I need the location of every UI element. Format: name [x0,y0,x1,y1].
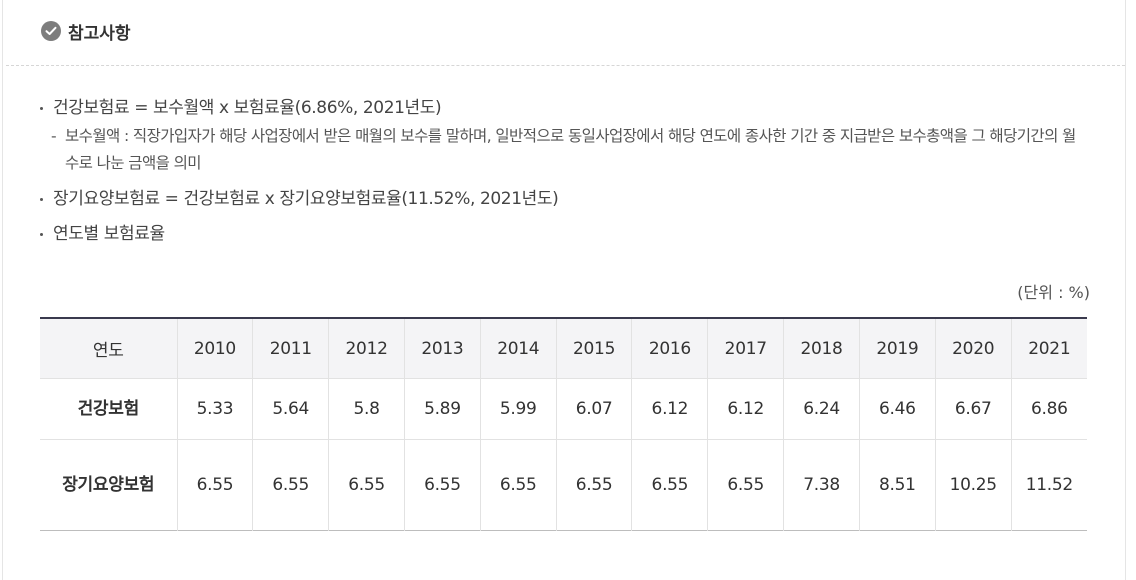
rate-cell: 10.25 [934,439,1012,531]
rate-cell: 8.51 [858,439,936,531]
year-cell: 2019 [858,318,936,379]
rate-cell: 6.55 [403,439,481,531]
rate-cell: 6.55 [707,439,784,531]
rate-cell: 5.33 [176,378,253,440]
row-label-health: 건강보험 [40,378,177,440]
year-cell: 2012 [328,318,405,379]
table-row: 장기요양보험 6.55 6.55 6.55 6.55 6.55 6.55 6.5… [40,439,1087,531]
rate-table: 연도 2010 2011 2012 2013 2014 2015 2016 20… [40,317,1087,531]
table-header-row: 연도 2010 2011 2012 2013 2014 2015 2016 20… [40,318,1087,379]
note-ltc-premium: 장기요양보험료 = 건강보험료 x 장기요양보험료율(11.52%, 2021년… [39,186,1089,212]
rate-cell: 11.52 [1010,439,1087,531]
sub-dash: - [51,127,57,145]
rate-cell: 6.55 [176,439,253,531]
rate-cell: 6.55 [555,439,632,531]
year-cell: 2020 [934,318,1012,379]
rate-cell: 6.24 [783,378,860,440]
unit-label: (단위 : %) [1017,283,1090,302]
rate-cell: 6.12 [707,378,784,440]
rate-cell: 6.86 [1010,378,1087,440]
notes-list: 건강보험료 = 보수월액 x 보험료율(6.86%, 2021년도) - 보수월… [39,95,1089,247]
note-yearly-rates: 연도별 보험료율 [39,221,1089,247]
year-cell: 2021 [1010,318,1087,379]
divider [6,65,1125,66]
rate-cell: 6.46 [858,378,936,440]
year-cell: 2017 [707,318,784,379]
rate-cell: 5.8 [328,378,405,440]
rate-cell: 5.64 [252,378,329,440]
table-row: 건강보험 5.33 5.64 5.8 5.89 5.99 6.07 6.12 6… [40,378,1087,440]
year-cell: 2016 [631,318,708,379]
year-cell: 2010 [176,318,253,379]
year-cell: 2014 [479,318,557,379]
rate-cell: 6.55 [631,439,708,531]
header-year-label: 연도 [40,318,177,379]
rate-cell: 6.12 [631,378,708,440]
section-header: 참고사항 [41,19,131,44]
rate-cell: 6.07 [555,378,632,440]
rate-cell: 6.55 [479,439,557,531]
check-circle-icon [41,21,61,41]
year-cell: 2018 [783,318,860,379]
rate-cell: 6.67 [934,378,1012,440]
year-cell: 2011 [252,318,329,379]
row-label-ltc: 장기요양보험 [62,475,155,495]
year-cell: 2015 [555,318,632,379]
rate-cell: 5.99 [479,378,557,440]
rate-cell: 6.55 [252,439,329,531]
rate-cell: 5.89 [403,378,481,440]
year-cell: 2013 [403,318,481,379]
section-title: 참고사항 [68,23,131,44]
note-monthly-pay: - 보수월액 : 직장가입자가 해당 사업장에서 받은 매월의 보수를 말하며,… [39,123,1085,177]
note-health-premium: 건강보험료 = 보수월액 x 보험료율(6.86%, 2021년도) [39,95,1089,121]
rate-cell: 6.55 [328,439,405,531]
rate-cell: 7.38 [783,439,860,531]
note-monthly-pay-text: 보수월액 : 직장가입자가 해당 사업장에서 받은 매월의 보수를 말하며, 일… [65,127,1076,172]
